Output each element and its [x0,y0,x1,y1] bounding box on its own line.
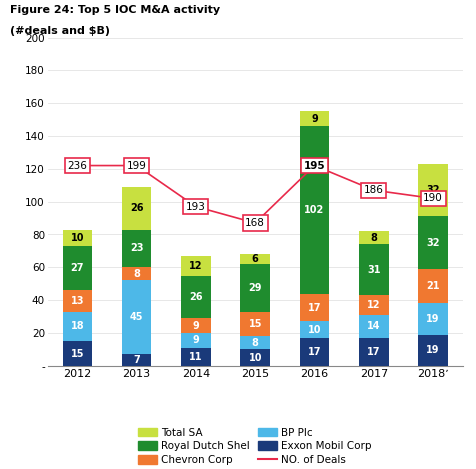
Bar [181,318,210,333]
Text: 10: 10 [248,353,261,363]
Bar [358,231,388,244]
Bar [299,338,328,366]
Text: 32: 32 [426,185,439,195]
Text: 9: 9 [310,114,317,124]
Bar [62,312,92,341]
Text: 26: 26 [189,292,202,302]
Bar [240,336,269,349]
Bar [299,322,328,338]
Bar [299,112,328,126]
Text: 13: 13 [70,296,84,306]
Text: 15: 15 [70,348,84,358]
Bar [417,335,447,366]
Bar [240,264,269,312]
Text: 190: 190 [422,193,442,204]
Bar [121,267,151,280]
Text: 102: 102 [304,205,324,215]
Text: 21: 21 [426,281,439,291]
Bar [417,217,447,269]
Bar [181,333,210,348]
Text: 9: 9 [192,335,199,345]
Text: (#deals and $B): (#deals and $B) [10,26,109,36]
Text: 9: 9 [192,321,199,331]
Bar [240,312,269,336]
Text: 6: 6 [251,254,258,264]
Text: 26: 26 [129,203,143,213]
Text: 18: 18 [70,321,84,332]
Text: Figure 24: Top 5 IOC M&A activity: Figure 24: Top 5 IOC M&A activity [10,5,219,15]
Legend: Total SA, Royal Dutch Shel, Chevron Corp, BP Plc, Exxon Mobil Corp, NO. of Deals: Total SA, Royal Dutch Shel, Chevron Corp… [134,424,375,469]
Text: 27: 27 [70,263,84,273]
Bar [62,230,92,246]
Text: 7: 7 [133,355,140,365]
Bar [299,294,328,322]
Bar [417,164,447,217]
Bar [62,341,92,366]
Text: 8: 8 [251,338,258,348]
Text: 10: 10 [70,233,84,243]
Text: 193: 193 [186,202,206,212]
Text: 19: 19 [426,345,439,355]
Bar [358,338,388,366]
Text: 10: 10 [307,325,320,335]
Text: 17: 17 [366,347,380,357]
Bar [181,276,210,318]
Bar [121,187,151,230]
Bar [240,254,269,264]
Text: 17: 17 [307,347,320,357]
Text: 12: 12 [189,261,202,271]
Bar [181,256,210,276]
Text: 8: 8 [369,233,377,243]
Bar [62,246,92,290]
Bar [181,348,210,366]
Text: 14: 14 [366,321,380,332]
Bar [358,315,388,338]
Text: 17: 17 [307,303,320,312]
Bar [240,349,269,366]
Text: 195: 195 [303,160,325,171]
Text: 236: 236 [67,160,87,171]
Text: 199: 199 [127,160,146,171]
Bar [358,295,388,315]
Text: 8: 8 [133,269,140,279]
Bar [62,290,92,312]
Bar [417,269,447,303]
Text: 11: 11 [189,352,202,362]
Bar [121,355,151,366]
Text: 12: 12 [366,300,380,310]
Text: 32: 32 [426,238,439,248]
Text: 23: 23 [129,243,143,253]
Text: 15: 15 [248,319,261,329]
Text: 19: 19 [426,314,439,324]
Bar [417,303,447,335]
Text: 168: 168 [245,218,265,228]
Bar [299,126,328,294]
Text: 45: 45 [129,312,143,322]
Text: 29: 29 [248,283,261,293]
Text: 186: 186 [363,185,383,195]
Bar [358,244,388,295]
Text: 31: 31 [366,265,380,275]
Bar [121,230,151,267]
Bar [121,280,151,355]
